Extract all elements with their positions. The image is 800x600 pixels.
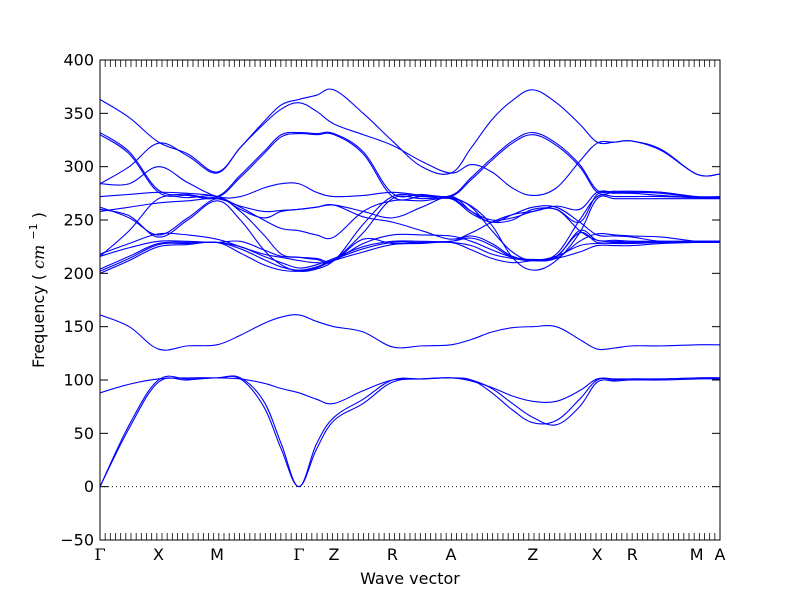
y-axis-label-text: Frequency bbox=[29, 285, 48, 368]
band-line-16 bbox=[100, 132, 720, 201]
band-line-5 bbox=[100, 241, 720, 274]
band-line-4 bbox=[100, 314, 720, 351]
y-axis-label: Frequency ( cm −1 ) bbox=[22, 212, 48, 368]
x-axis-label: Wave vector bbox=[360, 569, 460, 588]
band-line-2 bbox=[100, 375, 720, 488]
y-tick-label: 150 bbox=[63, 317, 94, 336]
band-line-9 bbox=[100, 232, 720, 264]
y-tick-label: 200 bbox=[63, 264, 94, 283]
band-line-19 bbox=[100, 102, 720, 197]
y-tick-label: 250 bbox=[63, 211, 94, 230]
band-line-1 bbox=[100, 375, 720, 488]
x-tick-label: X bbox=[592, 545, 603, 564]
band-line-8 bbox=[100, 229, 720, 263]
x-tick-label: M bbox=[690, 545, 704, 564]
y-axis-label-unit: cm bbox=[29, 245, 48, 269]
x-tick-label: M bbox=[210, 545, 224, 564]
y-axis-label-unit-exp: −1 bbox=[27, 223, 40, 239]
y-axis-label-unit-close: ) bbox=[29, 212, 48, 218]
x-tick-label: A bbox=[715, 545, 726, 564]
y-ticks: −50 0 50 100 150 200 250 300 350 400 bbox=[60, 51, 720, 550]
x-tick-label: Γ bbox=[94, 545, 105, 564]
y-tick-label: 400 bbox=[63, 51, 94, 70]
y-tick-label: 0 bbox=[84, 477, 94, 496]
band-line-18 bbox=[100, 88, 720, 177]
y-tick-label: −50 bbox=[60, 531, 94, 550]
x-tick-label: Z bbox=[527, 545, 538, 564]
y-tick-label: 300 bbox=[63, 157, 94, 176]
x-tick-label: X bbox=[153, 545, 164, 564]
x-tick-label: Γ bbox=[293, 545, 304, 564]
band-line-11 bbox=[100, 193, 720, 264]
x-tick-label: Z bbox=[328, 545, 339, 564]
x-tick-label: A bbox=[445, 545, 456, 564]
y-tick-label: 50 bbox=[74, 424, 94, 443]
x-tick-label: R bbox=[627, 545, 638, 564]
band-line-10 bbox=[100, 195, 720, 273]
y-axis-label-unit-open: ( bbox=[29, 274, 48, 280]
band-lines bbox=[100, 88, 720, 488]
band-line-15 bbox=[100, 195, 720, 243]
y-tick-label: 350 bbox=[63, 104, 94, 123]
x-tick-label: R bbox=[387, 545, 398, 564]
band-line-7 bbox=[100, 231, 720, 270]
band-line-17 bbox=[100, 131, 720, 199]
y-tick-label: 100 bbox=[63, 371, 94, 390]
band-line-3 bbox=[100, 377, 720, 405]
plot-frame bbox=[99, 59, 721, 541]
band-line-14 bbox=[100, 195, 720, 257]
